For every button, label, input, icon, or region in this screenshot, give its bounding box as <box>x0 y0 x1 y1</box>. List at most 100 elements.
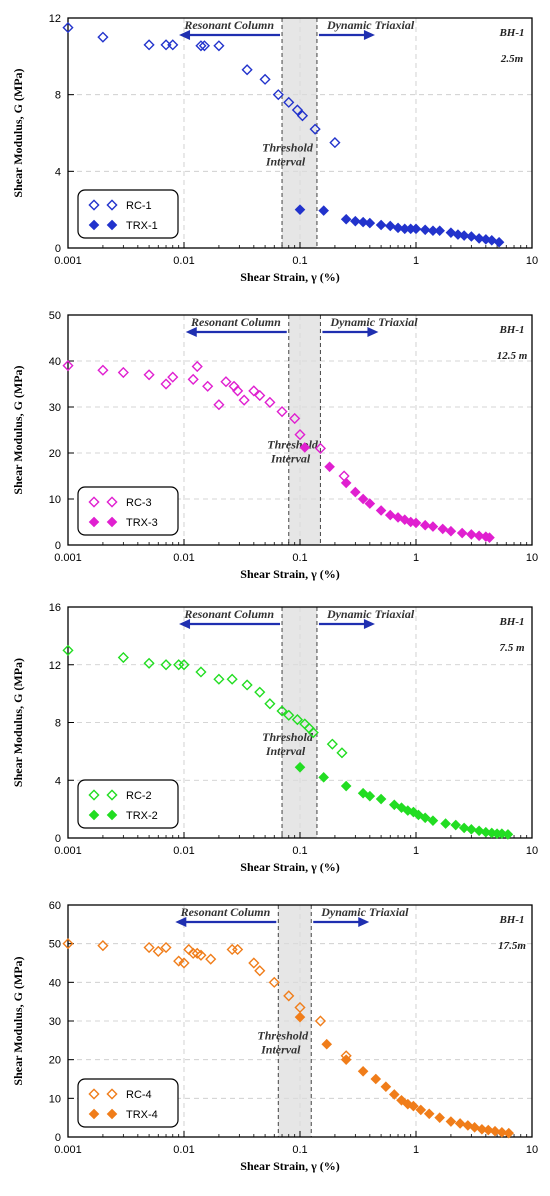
legend-marker <box>106 496 118 508</box>
rc-data-point <box>167 371 179 383</box>
legend-marker <box>106 199 118 211</box>
depth-label: 17.5m <box>498 940 526 952</box>
y-tick-label: 4 <box>55 166 61 178</box>
depth-label: 7.5 m <box>499 642 525 654</box>
rc-data-point <box>326 738 338 750</box>
rc-data-point <box>178 659 190 671</box>
trx-data-point <box>364 217 376 229</box>
legend-box <box>77 1078 179 1128</box>
trx-data-point <box>419 812 431 824</box>
x-tick-label: 0.1 <box>292 552 307 564</box>
rc-data-point <box>187 373 199 385</box>
borehole-label: BH-1 <box>498 324 524 336</box>
y-tick-label: 30 <box>49 402 61 414</box>
trx-data-point <box>321 1038 333 1050</box>
legend-marker <box>88 1108 100 1120</box>
rc-data-point <box>160 378 172 390</box>
series-TRX-4 <box>294 1011 515 1139</box>
rc-data-point <box>97 31 109 43</box>
rc-data-point <box>329 136 341 149</box>
y-tick-label: 50 <box>49 939 61 951</box>
rc-data-point <box>241 679 253 691</box>
right-arrow-head <box>363 30 375 40</box>
y-tick-label: 8 <box>55 718 61 730</box>
x-axis-label: Shear Strain, γ (%) <box>240 567 339 581</box>
threshold-label-line2: Interval <box>265 744 306 758</box>
series-RC-1 <box>62 21 341 149</box>
y-tick-label: 0 <box>55 1132 61 1144</box>
x-tick-label: 0.001 <box>54 552 82 564</box>
trx-data-point <box>434 225 445 237</box>
rc-data-point <box>152 945 164 957</box>
trx-data-point <box>392 222 404 234</box>
chart-panel-4: 0.001 0.01 0.1 1 10 0 10 20 30 40 50 60 Shear Strain… <box>11 900 538 1173</box>
rc-data-point <box>232 943 244 956</box>
trx-data-point <box>340 213 352 225</box>
trx-data-point <box>410 223 422 235</box>
trx-data-point <box>473 233 485 244</box>
legend-box <box>77 189 179 239</box>
rc-data-point <box>241 64 253 76</box>
y-tick-label: 0 <box>55 833 61 845</box>
y-tick-label: 10 <box>49 494 61 506</box>
trx-data-point <box>364 498 376 509</box>
rc-data-point <box>248 385 260 397</box>
left-arrow-head <box>185 327 197 337</box>
threshold-label-line2: Interval <box>265 154 306 168</box>
trx-data-point <box>388 799 400 811</box>
legend-marker <box>88 199 100 211</box>
rc-data-point <box>195 40 207 52</box>
trx-data-point <box>476 1123 488 1135</box>
rc-data-point <box>314 1015 327 1027</box>
threshold-band <box>288 315 321 545</box>
trx-data-point <box>375 219 387 231</box>
rc-data-point <box>143 657 155 669</box>
y-axis-label: Shear Modulus, G (MPa) <box>11 365 25 494</box>
x-tick-label: 0.01 <box>173 845 194 857</box>
left-arrow <box>175 917 277 927</box>
legend-label: RC-2 <box>126 790 152 802</box>
trx-data-point <box>482 1124 494 1136</box>
dynamic-triaxial-label: Dynamic Triaxial <box>329 315 418 329</box>
chart-panel-1: 0.001 0.01 0.1 1 10 0 4 8 12 Shear Strain, γ (%) S… <box>11 13 538 284</box>
trx-data-point <box>423 1108 435 1120</box>
x-axis-label: Shear Strain, γ (%) <box>240 1159 339 1173</box>
series-TRX-3 <box>299 442 495 543</box>
trx-data-point <box>427 815 439 826</box>
rc-data-point <box>173 955 185 967</box>
trx-data-point <box>454 1118 466 1129</box>
rc-data-point <box>307 727 319 739</box>
legend-marker <box>106 1088 118 1100</box>
x-tick-label: 1 <box>413 1144 419 1156</box>
y-tick-label: 30 <box>49 1016 61 1028</box>
rc-data-point <box>213 673 225 685</box>
trx-data-point <box>318 205 329 216</box>
threshold-label-line2: Interval <box>270 451 311 465</box>
trx-data-point <box>294 204 306 215</box>
legend-label: RC-3 <box>126 497 152 509</box>
trx-data-point <box>466 231 477 242</box>
threshold-label-line1: Threshold <box>257 1029 309 1043</box>
x-tick-label: 0.1 <box>292 1144 307 1156</box>
trx-data-point <box>445 1116 457 1127</box>
chart-panel-2: 0.001 0.01 0.1 1 10 0 10 20 30 40 50 Shear Strain, … <box>11 310 538 581</box>
rc-data-point <box>238 394 250 406</box>
rc-data-point <box>254 686 266 698</box>
rc-data-point <box>272 89 284 101</box>
legend-label: TRX-3 <box>126 517 158 529</box>
x-tick-label: 0.001 <box>54 845 82 857</box>
rc-data-point <box>62 360 74 372</box>
trx-data-point <box>396 1094 407 1106</box>
trx-data-point <box>503 1127 515 1139</box>
y-tick-label: 16 <box>49 602 61 614</box>
legend: RC-4 TRX-4 <box>77 1078 179 1128</box>
y-axis-label: Shear Modulus, G (MPa) <box>11 68 25 197</box>
rc-data-point <box>97 364 109 376</box>
depth-label: 2.5m <box>500 53 524 65</box>
threshold-band <box>278 905 312 1137</box>
trx-data-point <box>413 809 424 821</box>
y-axis-label: Shear Modulus, G (MPa) <box>11 956 25 1085</box>
trx-data-point <box>357 216 369 228</box>
legend-marker <box>106 219 118 231</box>
